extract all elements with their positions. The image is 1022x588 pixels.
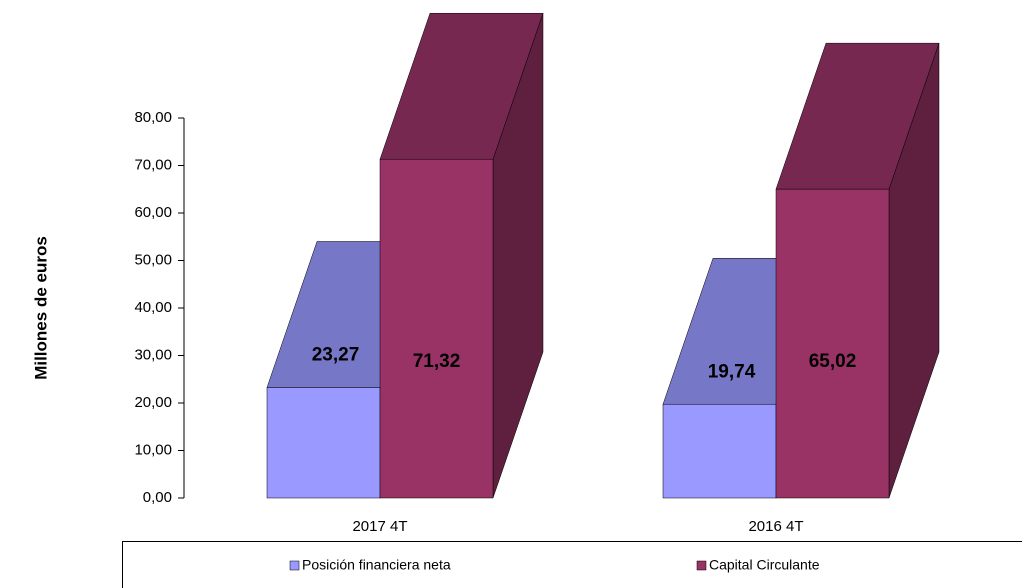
bar [379,158,494,499]
bar [266,387,381,499]
legend-label: Capital Circulante [709,557,820,573]
y-tick-label: 20,00 [134,394,172,411]
y-tick-label: 40,00 [134,299,172,316]
y-axis-title: Millones de euros [31,236,50,380]
legend-swatch [289,560,300,571]
x-tick-label: 2016 4T [748,518,803,535]
y-tick-label: 70,00 [134,156,172,173]
y-tick-label: 10,00 [134,441,172,458]
legend-label: Posición financiera neta [302,557,451,573]
data-label: 19,74 [708,361,756,382]
legend-swatch [696,560,707,571]
y-tick-label: 50,00 [134,251,172,268]
legend-box [122,541,1022,588]
x-tick-label: 2017 4T [352,518,407,535]
y-tick-label: 60,00 [134,204,172,221]
y-tick-label: 80,00 [134,109,172,126]
data-label: 71,32 [413,351,461,372]
data-label: 23,27 [312,344,360,365]
bar [662,403,777,499]
y-tick-label: 30,00 [134,346,172,363]
y-tick-label: 0,00 [143,489,172,506]
bar [775,188,890,499]
data-label: 65,02 [809,351,857,372]
